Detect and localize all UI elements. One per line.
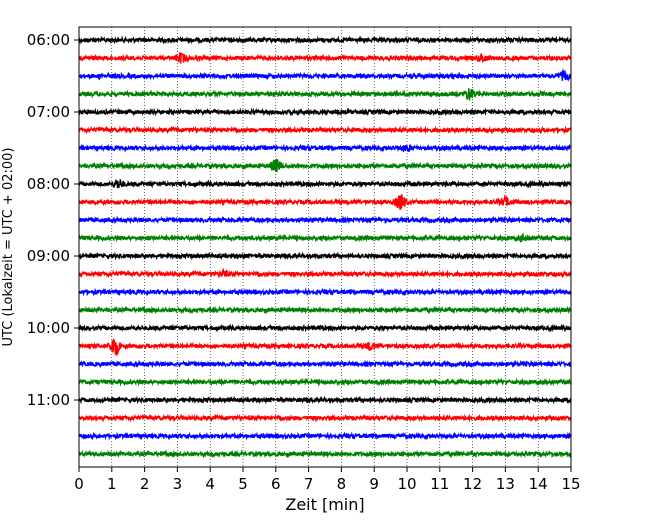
x-tick-label: 6 xyxy=(271,475,281,493)
x-grid xyxy=(111,27,539,467)
trace-line xyxy=(78,52,572,64)
x-tick-label: 5 xyxy=(238,475,248,493)
seismic-traces xyxy=(78,35,572,459)
trace-line xyxy=(78,449,572,459)
y-tick-label: 10:00 xyxy=(27,319,70,337)
y-tick-label: 07:00 xyxy=(27,103,70,121)
y-axis-ticks: 06:00 07:00 08:00 09:00 10:00 11:00 xyxy=(27,31,79,409)
trace-line xyxy=(78,107,572,117)
trace-line xyxy=(78,68,572,82)
x-tick-label: 15 xyxy=(561,475,580,493)
trace-line xyxy=(78,143,572,153)
trace-line xyxy=(78,251,572,261)
trace-line xyxy=(78,125,572,135)
trace-line xyxy=(78,215,572,225)
trace-line xyxy=(78,233,572,244)
trace-line xyxy=(78,305,572,315)
trace-line xyxy=(78,287,572,297)
y-tick-label: 09:00 xyxy=(27,247,70,265)
x-tick-label: 4 xyxy=(205,475,215,493)
trace-line xyxy=(78,88,572,101)
y-tick-label: 06:00 xyxy=(27,31,70,49)
x-tick-label: 1 xyxy=(107,475,117,493)
trace-line xyxy=(78,158,572,173)
x-tick-label: 12 xyxy=(463,475,482,493)
trace-line xyxy=(78,431,572,441)
x-tick-label: 9 xyxy=(369,475,379,493)
x-tick-label: 0 xyxy=(74,475,84,493)
x-tick-label: 8 xyxy=(337,475,347,493)
x-tick-label: 3 xyxy=(173,475,183,493)
x-tick-label: 2 xyxy=(140,475,150,493)
trace-line xyxy=(78,413,572,423)
trace-line xyxy=(78,323,572,333)
trace-line xyxy=(78,359,572,369)
x-tick-label: 14 xyxy=(529,475,548,493)
trace-line xyxy=(78,338,572,356)
y-tick-label: 11:00 xyxy=(27,391,70,409)
x-axis-label: Zeit [min] xyxy=(285,495,364,514)
x-axis-ticks: 0 1 2 3 4 5 6 7 8 9 10 11 12 13 14 15 xyxy=(74,467,581,493)
x-tick-label: 10 xyxy=(397,475,416,493)
x-tick-label: 11 xyxy=(430,475,449,493)
trace-line xyxy=(78,178,572,189)
y-axis-label: UTC (Lokalzeit = UTC + 02:00) xyxy=(1,148,16,347)
y-tick-label: 08:00 xyxy=(27,175,70,193)
trace-line xyxy=(78,267,572,279)
x-tick-label: 13 xyxy=(496,475,515,493)
trace-line xyxy=(78,194,572,210)
trace-line xyxy=(78,395,572,405)
trace-line xyxy=(78,35,572,45)
plot-frame xyxy=(78,26,572,468)
x-tick-label: 7 xyxy=(304,475,314,493)
trace-line xyxy=(78,377,572,387)
